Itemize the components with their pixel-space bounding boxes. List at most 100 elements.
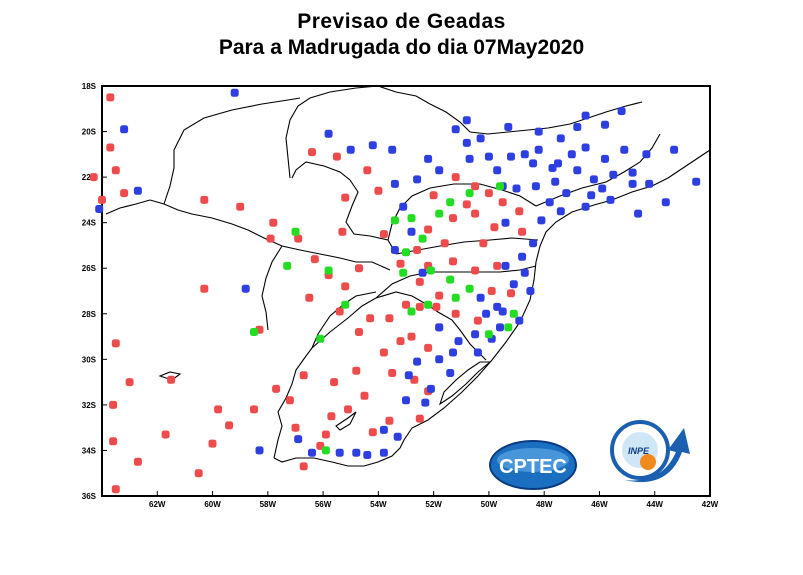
blue-station-marker bbox=[598, 184, 607, 193]
x-tick-label: 42W bbox=[702, 500, 719, 509]
red-station-marker bbox=[308, 148, 316, 157]
red-station-marker bbox=[285, 396, 294, 405]
red-station-marker bbox=[385, 314, 394, 323]
blue-station-marker bbox=[407, 227, 416, 236]
blue-station-marker bbox=[520, 150, 529, 159]
blue-station-marker bbox=[692, 177, 701, 186]
blue-station-marker bbox=[352, 448, 361, 457]
red-station-marker bbox=[299, 371, 308, 380]
x-tick-label: 60W bbox=[204, 500, 221, 509]
blue-station-marker bbox=[120, 125, 129, 134]
blue-station-marker bbox=[567, 150, 576, 159]
red-station-marker bbox=[225, 421, 234, 430]
red-station-marker bbox=[214, 405, 223, 414]
x-tick-label: 50W bbox=[481, 500, 498, 509]
blue-station-marker bbox=[482, 309, 491, 318]
inpe-logo: INPE bbox=[610, 420, 690, 483]
blue-station-marker bbox=[589, 175, 598, 184]
blue-station-marker bbox=[556, 207, 565, 216]
red-station-marker bbox=[484, 189, 493, 198]
blue-station-marker bbox=[520, 268, 529, 277]
red-station-marker bbox=[344, 405, 352, 414]
green-station-marker bbox=[465, 189, 474, 198]
blue-station-marker bbox=[493, 166, 502, 175]
green-station-marker bbox=[424, 300, 433, 309]
blue-station-marker bbox=[454, 337, 463, 346]
red-station-marker bbox=[388, 369, 397, 377]
map-title: Previsao de Geadas bbox=[297, 10, 506, 33]
blue-station-marker bbox=[476, 293, 485, 302]
red-station-marker bbox=[352, 366, 361, 375]
blue-station-marker bbox=[515, 316, 524, 325]
blue-station-marker bbox=[484, 152, 493, 161]
blue-station-marker bbox=[634, 209, 643, 218]
red-station-marker bbox=[429, 191, 438, 200]
blue-station-marker bbox=[230, 88, 239, 97]
green-station-marker bbox=[418, 234, 427, 243]
blue-station-marker bbox=[518, 252, 527, 261]
red-station-marker bbox=[396, 259, 405, 268]
inpe-logo-text: INPE bbox=[628, 446, 650, 456]
blue-station-marker bbox=[556, 134, 565, 143]
blue-station-marker bbox=[501, 261, 510, 270]
red-station-marker bbox=[291, 423, 300, 432]
blue-station-marker bbox=[670, 145, 679, 154]
blue-station-marker bbox=[133, 186, 142, 195]
blue-station-marker bbox=[363, 451, 372, 459]
green-station-marker bbox=[484, 330, 493, 339]
red-station-marker bbox=[294, 234, 303, 243]
y-tick-label: 22S bbox=[82, 173, 97, 182]
y-tick-label: 32S bbox=[82, 401, 97, 410]
y-tick-label: 18S bbox=[82, 82, 97, 91]
red-station-marker bbox=[125, 378, 134, 387]
blue-station-marker bbox=[255, 446, 264, 455]
x-tick-label: 46W bbox=[591, 500, 608, 509]
blue-station-marker bbox=[562, 189, 571, 198]
red-station-marker bbox=[111, 339, 120, 348]
blue-station-marker bbox=[418, 268, 427, 277]
red-station-marker bbox=[272, 384, 281, 393]
axis-ticks: 62W 60W 58W 56W 54W 52W 50W 48W 46W 44W 42W 18S 20S 2… bbox=[82, 82, 719, 509]
map-subtitle: Para a Madrugada do dia 07May2020 bbox=[218, 36, 585, 59]
red-station-marker bbox=[507, 289, 515, 298]
green-station-marker bbox=[509, 309, 518, 318]
red-station-marker bbox=[98, 195, 106, 204]
blue-station-marker bbox=[661, 198, 670, 207]
blue-station-marker bbox=[645, 179, 654, 188]
green-station-marker bbox=[250, 328, 258, 336]
green-station-marker bbox=[504, 323, 513, 332]
y-tick-label: 26S bbox=[82, 264, 97, 273]
blue-station-marker bbox=[390, 179, 399, 188]
red-station-marker bbox=[413, 246, 422, 254]
blue-station-marker bbox=[393, 432, 402, 441]
red-station-marker bbox=[374, 186, 383, 195]
blue-station-marker bbox=[426, 384, 435, 393]
blue-station-marker bbox=[424, 154, 433, 163]
red-station-marker bbox=[194, 469, 203, 478]
red-station-marker bbox=[424, 343, 433, 352]
red-station-marker bbox=[338, 227, 347, 236]
blue-station-marker bbox=[379, 448, 388, 457]
green-station-marker bbox=[321, 446, 330, 455]
blue-station-marker bbox=[465, 154, 474, 163]
green-station-marker bbox=[407, 214, 416, 223]
blue-station-marker bbox=[404, 371, 413, 380]
blue-station-marker bbox=[95, 205, 104, 213]
blue-station-marker bbox=[471, 330, 480, 339]
red-station-marker bbox=[449, 257, 457, 266]
blue-station-marker bbox=[620, 145, 629, 154]
blue-station-marker bbox=[537, 216, 546, 225]
blue-station-marker bbox=[628, 168, 637, 177]
y-tick-label: 28S bbox=[82, 310, 97, 319]
red-station-marker bbox=[310, 255, 319, 264]
red-station-marker bbox=[250, 405, 258, 414]
blue-station-marker bbox=[581, 143, 590, 152]
blue-station-marker bbox=[609, 170, 618, 179]
red-station-marker bbox=[363, 166, 372, 175]
green-station-marker bbox=[399, 268, 408, 277]
green-station-marker bbox=[324, 266, 333, 275]
red-station-marker bbox=[471, 182, 480, 191]
red-station-marker bbox=[396, 337, 405, 346]
red-station-marker bbox=[106, 93, 115, 102]
